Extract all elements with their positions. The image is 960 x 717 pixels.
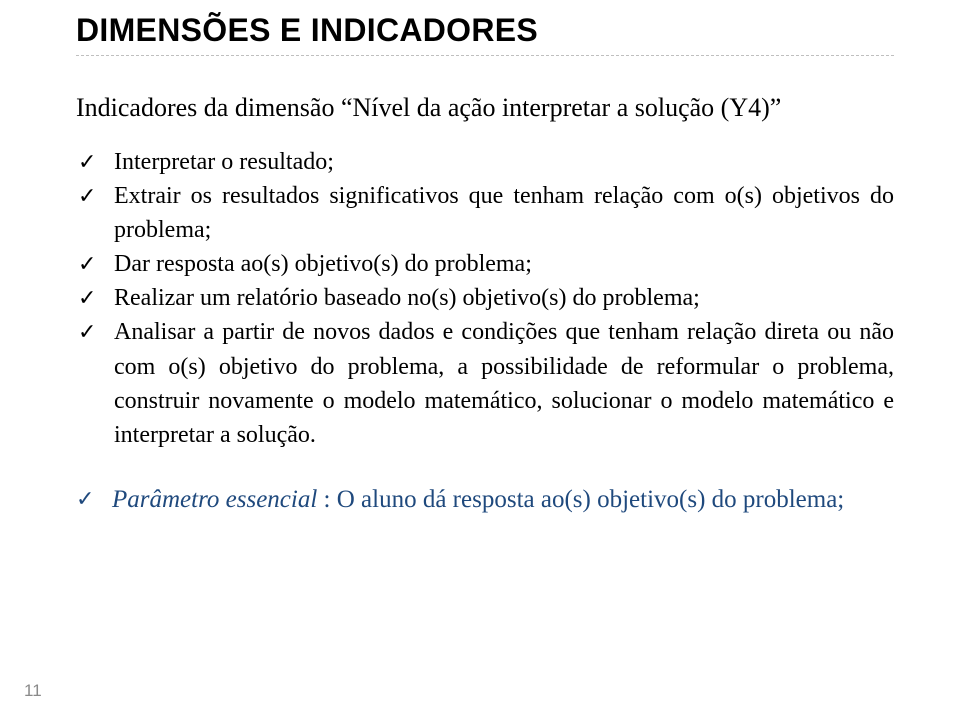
check-icon: ✓ [78,315,96,348]
list-item: ✓ Realizar um relatório baseado no(s) ob… [78,281,894,315]
subtitle: Indicadores da dimensão “Nível da ação i… [76,90,894,125]
list-item: ✓ Interpretar o resultado; [78,145,894,179]
subtitle-prefix: Indicadores da dimensão [76,93,341,122]
list-item-text: Analisar a partir de novos dados e condi… [114,319,894,447]
check-icon: ✓ [78,247,96,280]
check-icon: ✓ [76,482,94,515]
check-icon: ✓ [78,179,96,212]
check-icon: ✓ [78,145,96,178]
essential-parameter: ✓ Parâmetro essencial : O aluno dá respo… [76,482,894,517]
list-item: ✓ Analisar a partir de novos dados e con… [78,315,894,451]
divider [76,55,894,56]
page-number: 11 [24,681,42,701]
open-quote: “ [341,93,353,122]
param-text: : O aluno dá resposta ao(s) objetivo(s) … [317,486,844,513]
close-quote: ” [770,93,782,122]
list-item-text: Dar resposta ao(s) objetivo(s) do proble… [114,251,532,277]
list-item-text: Realizar um relatório baseado no(s) obje… [114,285,700,311]
subtitle-quoted: Nível da ação interpretar a solução (Y4) [353,93,770,122]
list-item-text: Interpretar o resultado; [114,149,334,175]
check-icon: ✓ [78,281,96,314]
list-item: ✓ Extrair os resultados significativos q… [78,179,894,247]
slide-title: DIMENSÕES E INDICADORES [76,12,894,49]
param-label: Parâmetro essencial [112,486,317,513]
list-item-text: Extrair os resultados significativos que… [114,183,894,243]
indicator-list: ✓ Interpretar o resultado; ✓ Extrair os … [76,145,894,452]
list-item: ✓ Dar resposta ao(s) objetivo(s) do prob… [78,247,894,281]
slide: DIMENSÕES E INDICADORES Indicadores da d… [0,0,960,717]
